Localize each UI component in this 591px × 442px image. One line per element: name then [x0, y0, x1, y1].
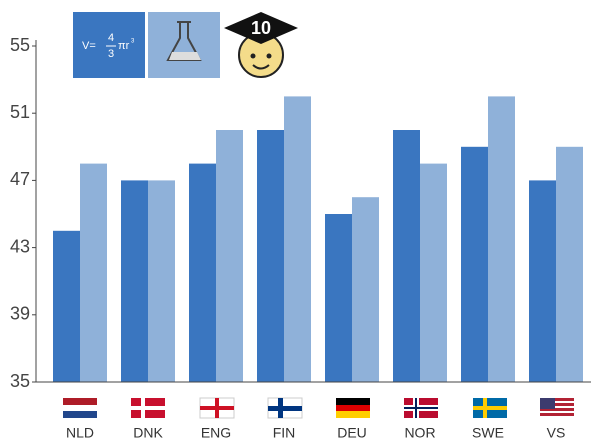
bar — [257, 130, 284, 382]
formula-text: 3 — [108, 48, 114, 60]
y-tick-label: 39 — [10, 304, 30, 324]
formula-text: πr — [118, 40, 130, 52]
x-tick-label: NLD — [66, 425, 94, 441]
x-tick-label: DEU — [337, 425, 367, 441]
bar — [284, 96, 311, 383]
bar — [216, 130, 243, 382]
flags — [63, 397, 574, 419]
bar — [420, 163, 447, 382]
y-tick-label: 47 — [10, 169, 30, 189]
x-tick-label: FIN — [273, 425, 296, 441]
bar — [393, 130, 420, 382]
formula-button[interactable] — [73, 12, 145, 78]
formula-text: 3 — [131, 39, 135, 45]
y-tick-label: 43 — [10, 236, 30, 256]
bar — [148, 180, 175, 382]
badge-text: 10 — [251, 18, 271, 38]
x-tick-label: ENG — [201, 425, 231, 441]
toolbar: V= 4 3 πr 3 10 — [73, 12, 298, 78]
bar — [53, 230, 80, 382]
x-tick-label: SWE — [472, 425, 504, 441]
bar — [325, 214, 352, 382]
formula-text: V= — [82, 40, 96, 52]
bar — [189, 163, 216, 382]
bar — [80, 163, 107, 382]
x-tick-label: NOR — [404, 425, 435, 441]
bar — [121, 180, 148, 382]
x-tick-label: DNK — [133, 425, 163, 441]
badge-mouth — [252, 64, 270, 70]
y-tick-label: 35 — [10, 371, 30, 391]
bar — [352, 197, 379, 382]
bar — [529, 180, 556, 382]
bar — [488, 96, 515, 383]
flask-liquid — [169, 52, 201, 60]
formula-text: 4 — [108, 32, 114, 44]
badge-eye — [266, 53, 272, 59]
badge-cap — [224, 12, 298, 44]
y-tick-label: 55 — [10, 35, 30, 55]
bar — [461, 146, 488, 382]
badge-eye — [250, 53, 256, 59]
x-tick-label: VS — [547, 425, 566, 441]
y-tick-label: 51 — [10, 102, 30, 122]
bar — [556, 146, 583, 382]
